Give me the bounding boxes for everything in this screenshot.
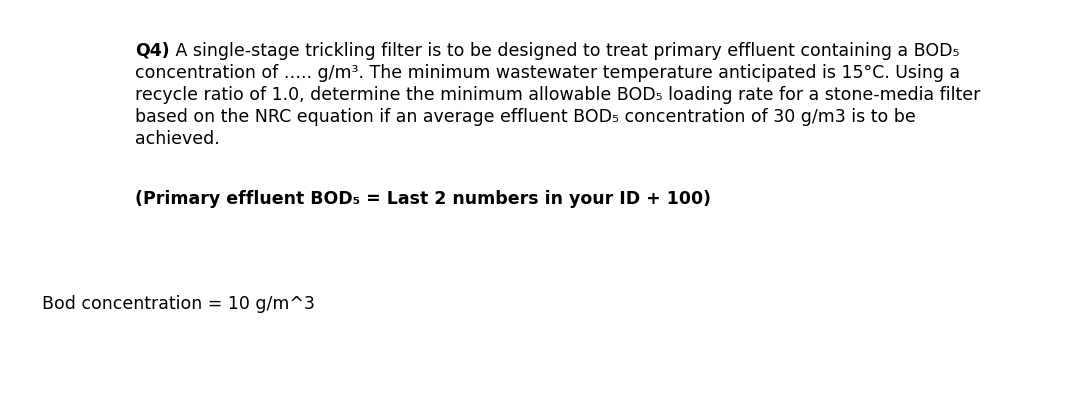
Text: concentration of ….. g/m³. The minimum wastewater temperature anticipated is 15°: concentration of ….. g/m³. The minimum w… <box>135 64 960 82</box>
Text: achieved.: achieved. <box>135 130 219 148</box>
Text: Bod concentration = 10 g/m^3: Bod concentration = 10 g/m^3 <box>42 295 315 313</box>
Text: (Primary effluent BOD₅ = Last 2 numbers in your ID + 100): (Primary effluent BOD₅ = Last 2 numbers … <box>135 190 711 208</box>
Text: A single-stage trickling filter is to be designed to treat primary effluent cont: A single-stage trickling filter is to be… <box>170 42 959 60</box>
Text: recycle ratio of 1.0, determine the minimum allowable BOD₅ loading rate for a st: recycle ratio of 1.0, determine the mini… <box>135 86 981 104</box>
Text: based on the NRC equation if an average effluent BOD₅ concentration of 30 g/m3 i: based on the NRC equation if an average … <box>135 108 916 126</box>
Text: Q4): Q4) <box>135 42 170 60</box>
